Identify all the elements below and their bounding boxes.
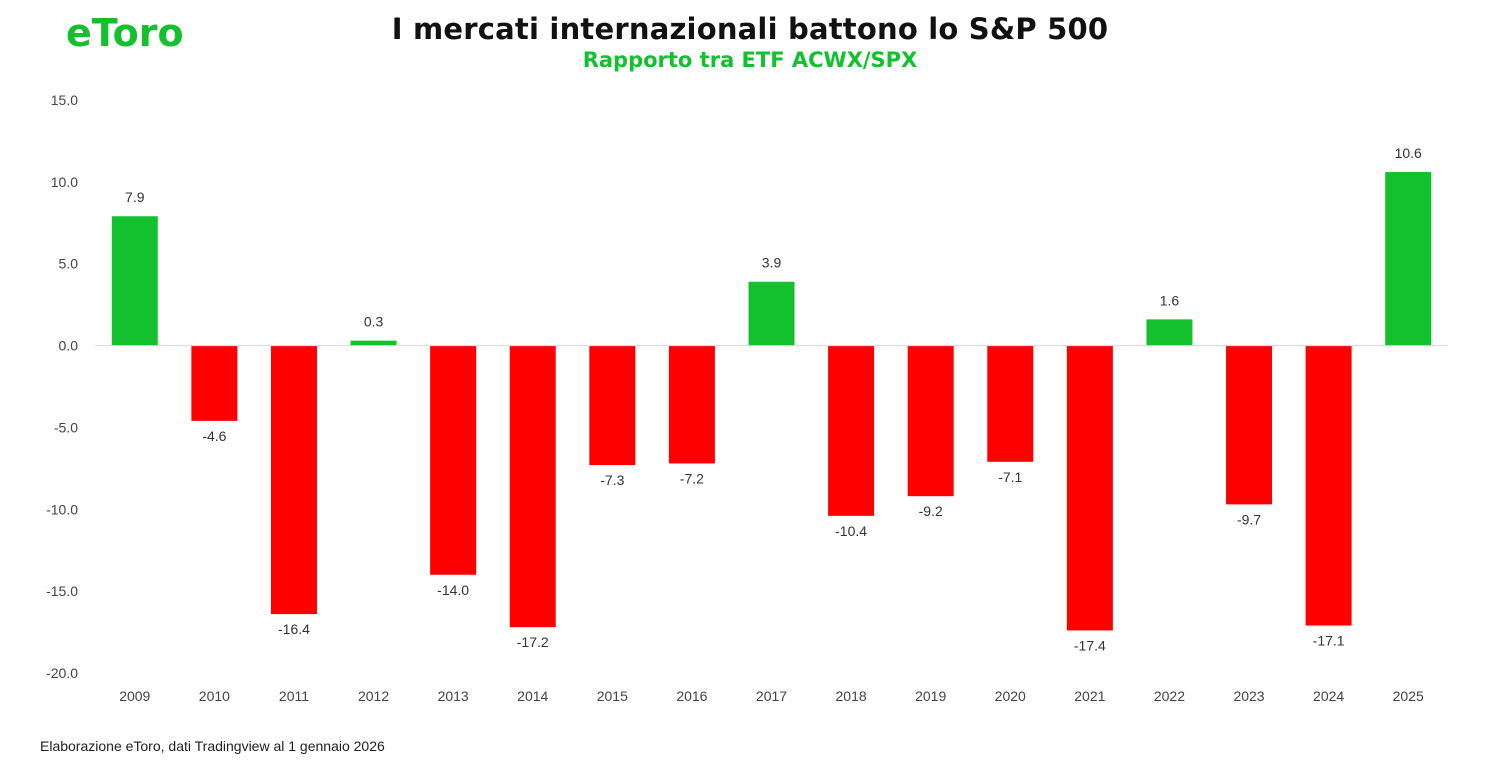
bar <box>430 345 477 575</box>
data-label: -17.1 <box>1313 633 1345 649</box>
x-tick-label: 2020 <box>995 688 1026 704</box>
source-note: Elaborazione eToro, dati Tradingview al … <box>40 738 385 754</box>
bar <box>668 345 715 464</box>
bar <box>350 340 397 346</box>
x-tick-label: 2016 <box>676 688 707 704</box>
data-label: -9.2 <box>919 503 943 519</box>
y-tick-label: -5.0 <box>54 419 78 435</box>
bar <box>987 345 1034 462</box>
x-tick-label: 2013 <box>438 688 469 704</box>
x-tick-label: 2018 <box>836 688 867 704</box>
bar <box>1226 345 1273 505</box>
x-tick-label: 2023 <box>1233 688 1264 704</box>
x-tick-label: 2017 <box>756 688 787 704</box>
y-tick-label: 5.0 <box>59 256 79 272</box>
x-tick-label: 2010 <box>199 688 230 704</box>
data-label: -14.0 <box>437 582 469 598</box>
x-tick-label: 2025 <box>1393 688 1424 704</box>
bar <box>1305 345 1352 626</box>
etoro-logo-wordmark: eToro <box>66 11 184 55</box>
x-tick-label: 2024 <box>1313 688 1344 704</box>
bar <box>111 216 158 346</box>
y-tick-label: -10.0 <box>46 501 78 517</box>
bar <box>589 345 636 466</box>
data-label: 7.9 <box>125 189 145 205</box>
data-label: -4.6 <box>202 428 226 444</box>
data-label: -16.4 <box>278 621 310 637</box>
bar <box>748 281 795 346</box>
data-label: -17.4 <box>1074 637 1106 653</box>
y-tick-label: 10.0 <box>51 174 78 190</box>
data-label: -7.3 <box>600 472 624 488</box>
chart-title: I mercati internazionali battono lo S&P … <box>391 12 1109 46</box>
bar <box>509 345 556 628</box>
data-label: -17.2 <box>517 634 549 650</box>
x-tick-label: 2014 <box>517 688 548 704</box>
data-label: -10.4 <box>835 523 867 539</box>
bar <box>191 345 238 421</box>
data-label: 1.6 <box>1160 292 1180 308</box>
y-tick-label: 0.0 <box>59 338 79 354</box>
data-label: 3.9 <box>762 255 782 271</box>
bar <box>1066 345 1113 631</box>
x-tick-label: 2009 <box>119 688 150 704</box>
x-tick-label: 2022 <box>1154 688 1185 704</box>
x-tick-label: 2012 <box>358 688 389 704</box>
y-tick-label: -15.0 <box>46 583 78 599</box>
data-label: -7.2 <box>680 470 704 486</box>
bar <box>1146 319 1193 346</box>
data-label: 10.6 <box>1395 145 1422 161</box>
bar <box>828 345 875 516</box>
x-tick-label: 2011 <box>279 688 309 704</box>
data-label: 0.3 <box>364 314 384 330</box>
x-tick-label: 2021 <box>1074 688 1105 704</box>
bar <box>907 345 954 497</box>
y-tick-label: 15.0 <box>51 92 78 108</box>
data-label: -7.1 <box>998 469 1022 485</box>
chart-subtitle: Rapporto tra ETF ACWX/SPX <box>582 48 918 72</box>
x-tick-label: 2015 <box>597 688 628 704</box>
bar <box>270 345 317 615</box>
y-tick-label: -20.0 <box>46 665 78 681</box>
data-label: -9.7 <box>1237 511 1261 527</box>
etoro-logo: eToro <box>66 11 184 55</box>
x-tick-label: 2019 <box>915 688 946 704</box>
bar <box>1385 172 1432 346</box>
